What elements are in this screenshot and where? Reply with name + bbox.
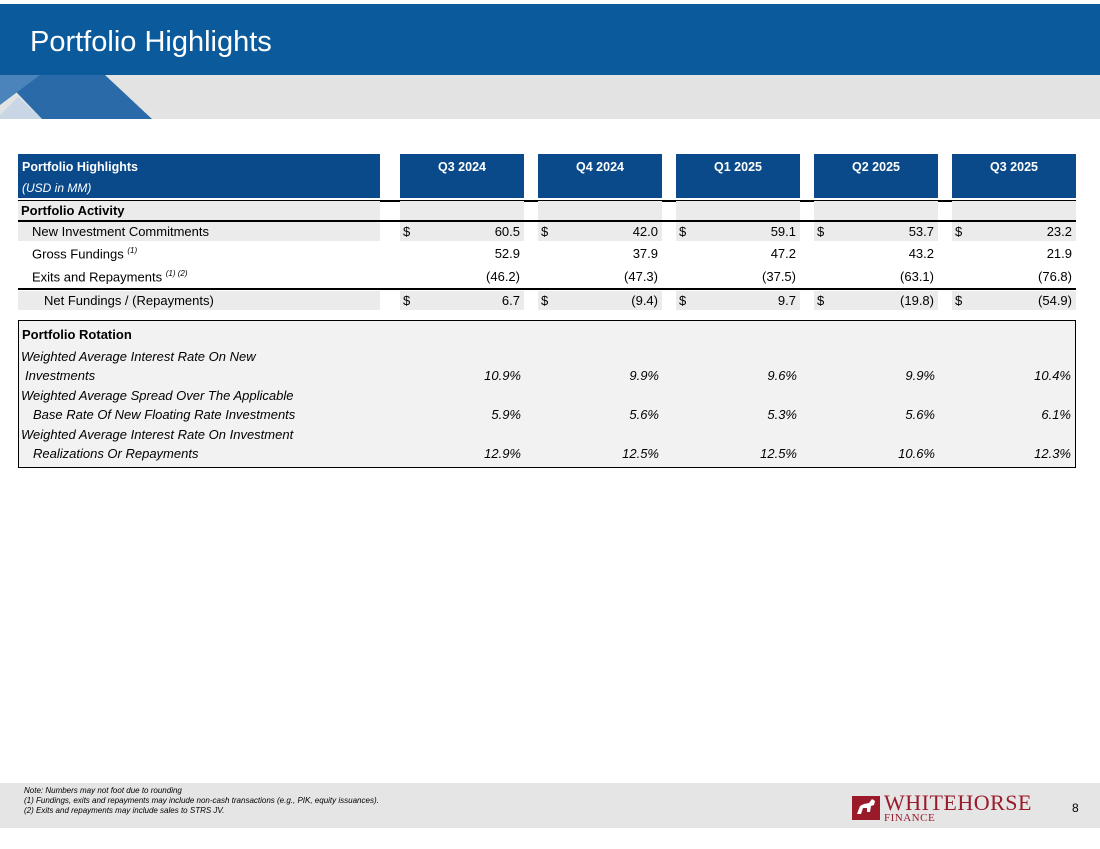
cell-value: (54.9) [1038, 293, 1072, 308]
rotation-label-line1: Weighted Average Interest Rate On New [21, 349, 256, 364]
column-header-label: Q1 2025 [714, 160, 762, 174]
logo-wordmark: WHITEHORSE [884, 790, 1032, 815]
rotation-label-line1: Weighted Average Interest Rate On Invest… [21, 427, 294, 442]
cell-value: 12.5% [622, 446, 659, 461]
cell-value: 10.4% [1034, 368, 1071, 383]
rotation-label-line2: Investments [25, 368, 96, 383]
row-label: Exits and Repayments [32, 269, 163, 285]
cell-value: 21.9 [1046, 246, 1072, 261]
footnote: Note: Numbers may not foot due to roundi… [24, 786, 182, 795]
rotation-label-line1: Weighted Average Spread Over The Applica… [21, 388, 294, 403]
rule [18, 200, 1076, 202]
page-title: Portfolio Highlights [30, 26, 272, 58]
cell-value: 5.6% [629, 407, 659, 422]
cell-value: 60.5 [494, 224, 520, 239]
cell-value: 53.7 [908, 224, 934, 239]
table-row: Gross Fundings (1) 52.9 37.9 47.2 43.2 2… [18, 244, 1076, 263]
cell-value: 43.2 [908, 246, 934, 261]
currency-symbol: $ [817, 293, 825, 308]
table-row: New Investment Commitments $60.5 $42.0 $… [18, 222, 1076, 241]
column-header: Q3 2024 [400, 154, 524, 198]
currency-symbol: $ [679, 293, 687, 308]
cell-value: (9.4) [631, 293, 658, 308]
currency-symbol: $ [955, 224, 963, 239]
currency-symbol: $ [541, 224, 549, 239]
horse-logo-icon [852, 796, 880, 820]
table-row: Exits and Repayments (1) (2) (46.2) (47.… [18, 267, 1076, 286]
cell-value: (63.1) [900, 269, 934, 284]
logo-subtitle: FINANCE [884, 812, 936, 824]
rule [18, 220, 1076, 222]
currency-symbol: $ [541, 293, 549, 308]
cell-value: (46.2) [486, 269, 520, 284]
table-row-total: Net Fundings / (Repayments) $6.7 $ (9.4) … [18, 291, 1076, 310]
page-number: 8 [1072, 801, 1079, 815]
row-label: Gross Fundings [32, 246, 124, 262]
company-logo: WHITEHORSE FINANCE [852, 790, 1052, 824]
cell-value: 9.7 [777, 293, 796, 308]
footnote-marker: (1) [127, 246, 138, 255]
cell-value: 42.0 [632, 224, 658, 239]
table-header-label: Portfolio Highlights (USD in MM) [18, 154, 380, 198]
cell-value: 9.6% [767, 368, 797, 383]
cell-value: 9.9% [629, 368, 659, 383]
currency-symbol: $ [403, 224, 411, 239]
cell-value: 5.9% [491, 407, 521, 422]
cell-value: 12.3% [1034, 446, 1071, 461]
footnote-marker: (1) (2) [165, 269, 188, 278]
cell-value: 23.2 [1046, 224, 1072, 239]
title-banner: Portfolio Highlights [0, 4, 1100, 75]
section-title: Portfolio Activity [21, 203, 125, 218]
rotation-label-line2: Base Rate Of New Floating Rate Investmen… [33, 407, 296, 422]
cell-value: 9.9% [905, 368, 935, 383]
column-header-label: Q2 2025 [852, 160, 900, 174]
column-header: Q2 2025 [814, 154, 938, 198]
rotation-label-line2: Realizations Or Repayments [33, 446, 199, 461]
table-title: Portfolio Highlights [22, 160, 138, 174]
row-label: Net Fundings / (Repayments) [44, 293, 214, 308]
cell-value: (19.8) [900, 293, 934, 308]
cell-value: 47.2 [770, 246, 796, 261]
title-subbar [0, 75, 1100, 119]
cell-value: 6.1% [1041, 407, 1071, 422]
banner-decoration [0, 75, 152, 119]
footer: Note: Numbers may not foot due to roundi… [0, 783, 1100, 828]
column-header: Q3 2025 [952, 154, 1076, 198]
column-header-label: Q3 2024 [438, 160, 486, 174]
cell-value: 10.9% [484, 368, 521, 383]
cell-value: (47.3) [624, 269, 658, 284]
rule [18, 288, 1076, 290]
column-header: Q4 2024 [538, 154, 662, 198]
section-row-activity: Portfolio Activity [18, 201, 1076, 220]
row-label: New Investment Commitments [32, 224, 209, 239]
cell-value: 6.7 [501, 293, 520, 308]
cell-value: 5.3% [767, 407, 797, 422]
cell-value: 37.9 [632, 246, 658, 261]
cell-value: (37.5) [762, 269, 796, 284]
currency-symbol: $ [679, 224, 687, 239]
cell-value: 10.6% [898, 446, 935, 461]
column-header-label: Q4 2024 [576, 160, 624, 174]
cell-value: 5.6% [905, 407, 935, 422]
cell-value: 12.9% [484, 446, 521, 461]
footnote: (2) Exits and repayments may include sal… [24, 806, 225, 815]
currency-symbol: $ [817, 224, 825, 239]
cell-value: 12.5% [760, 446, 797, 461]
currency-symbol: $ [955, 293, 963, 308]
footnote: (1) Fundings, exits and repayments may i… [24, 796, 379, 805]
table-subtitle: (USD in MM) [22, 181, 92, 195]
rotation-section: Portfolio Rotation Weighted Average Inte… [18, 320, 1076, 468]
column-header: Q1 2025 [676, 154, 800, 198]
cell-value: 59.1 [770, 224, 796, 239]
cell-value: 52.9 [494, 246, 520, 261]
column-header-label: Q3 2025 [990, 160, 1038, 174]
cell-value: (76.8) [1038, 269, 1072, 284]
currency-symbol: $ [403, 293, 411, 308]
section-title: Portfolio Rotation [22, 327, 132, 342]
